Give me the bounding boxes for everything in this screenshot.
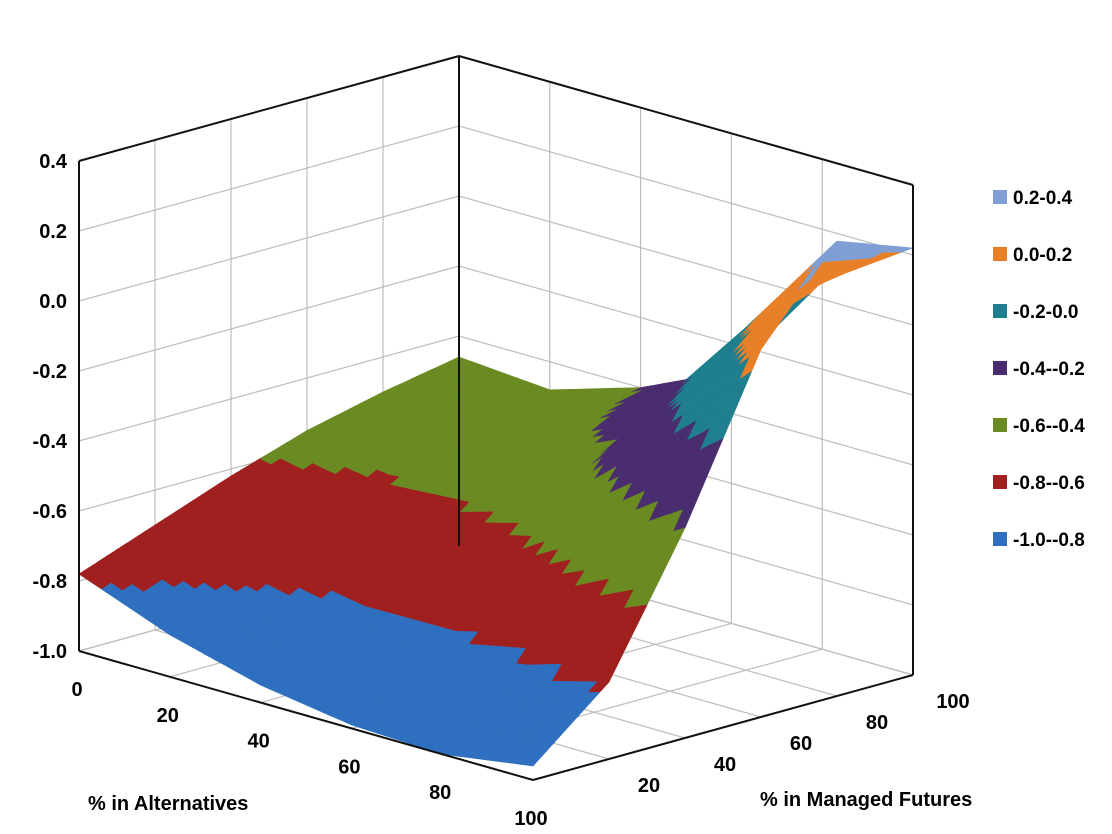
- y-tick-label: 20: [638, 775, 660, 797]
- x-tick-label: 40: [247, 731, 269, 753]
- legend-swatch: [993, 247, 1007, 261]
- z-tick-label: -0.6: [33, 501, 67, 523]
- legend-swatch: [993, 418, 1007, 432]
- x-axis-title: % in Alternatives: [88, 793, 248, 815]
- x-tick-label: 80: [429, 782, 451, 804]
- z-axis-ticks: 0.4 0.2 0.0 -0.2 -0.4 -0.6 -0.8 -1.0: [33, 151, 68, 663]
- legend-label: -0.2-0.0: [1013, 302, 1078, 323]
- z-tick-label: 0.0: [39, 291, 67, 313]
- legend-label: 0.0-0.2: [1013, 245, 1072, 266]
- y-tick-label: 100: [936, 691, 969, 713]
- x-axis-ticks: 0 20 40 60 80 100: [71, 679, 547, 830]
- z-tick-label: 0.4: [39, 151, 68, 173]
- legend-label: -0.8--0.6: [1013, 473, 1085, 494]
- grid-line-z: [78, 125, 914, 256]
- y-tick-label: 80: [866, 712, 888, 734]
- z-tick-label: -0.8: [33, 571, 67, 593]
- z-tick-label: -0.4: [33, 431, 68, 453]
- x-tick-label: 60: [338, 756, 360, 778]
- legend-label: -1.0--0.8: [1013, 530, 1085, 551]
- legend-swatch: [993, 304, 1007, 318]
- chart-frame: [78, 55, 914, 781]
- y-tick-label: 40: [714, 754, 736, 776]
- y-axis-title: % in Managed Futures: [760, 789, 972, 811]
- frame-edge: [78, 650, 534, 781]
- legend-swatch: [993, 532, 1007, 546]
- frame-edge: [532, 674, 914, 781]
- z-tick-label: 0.2: [39, 221, 67, 243]
- frame-edge: [78, 55, 460, 162]
- surface-patch: [520, 753, 544, 767]
- legend-swatch: [993, 190, 1007, 204]
- x-tick-label: 0: [71, 679, 82, 701]
- frame-edge: [458, 55, 914, 186]
- x-tick-label: 100: [514, 808, 547, 830]
- z-tick-label: -0.2: [33, 361, 67, 383]
- y-axis-ticks: 20 40 60 80 100: [638, 691, 970, 797]
- legend-label: -0.4--0.2: [1013, 359, 1085, 380]
- x-tick-label: 20: [157, 705, 179, 727]
- y-tick-label: 60: [790, 733, 812, 755]
- legend-swatch: [993, 361, 1007, 375]
- grid-line-z: [78, 55, 914, 186]
- z-tick-label: -1.0: [33, 641, 67, 663]
- legend-label: -0.6--0.4: [1013, 416, 1085, 437]
- legend-swatch: [993, 475, 1007, 489]
- legend-label: 0.2-0.4: [1013, 188, 1073, 209]
- legend: 0.2-0.4 0.0-0.2 -0.2-0.0 -0.4--0.2 -0.6--0.4…: [993, 188, 1085, 551]
